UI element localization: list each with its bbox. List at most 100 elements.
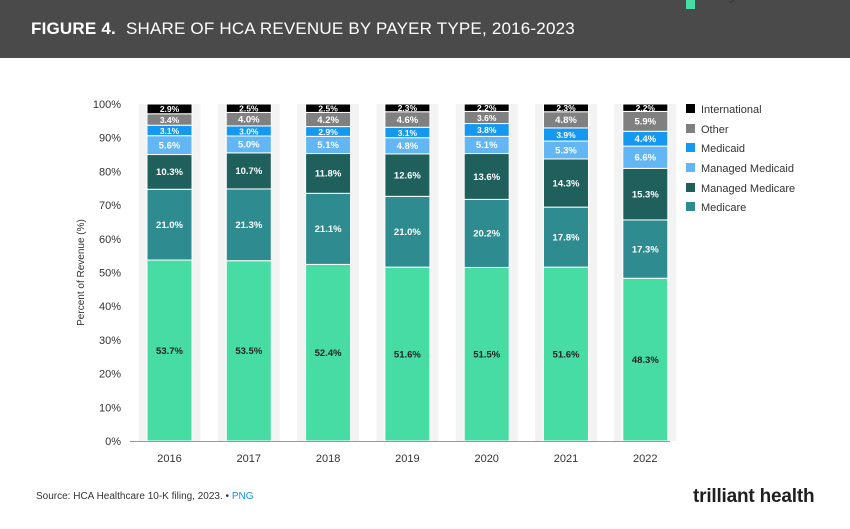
bar-segment (463, 153, 510, 200)
data-label: 52.4% (315, 348, 342, 359)
data-label: 13.6% (473, 172, 500, 183)
data-label: 2.5% (318, 104, 338, 114)
data-label: 4.6% (397, 115, 419, 126)
data-label: 21.3% (235, 220, 262, 231)
bar-segment (543, 103, 589, 113)
data-label: 2.2% (477, 103, 497, 113)
bar-segment (543, 206, 589, 268)
png-download-link[interactable]: PNG (231, 491, 254, 502)
data-label: 11.8% (315, 169, 342, 180)
figure-title: SHARE OF HCA REVENUE BY PAYER TYPE, 2016… (125, 19, 575, 38)
y-tick-label: 30% (99, 335, 121, 347)
data-label: 12.6% (394, 170, 421, 181)
bar-segment (384, 153, 431, 197)
data-label: 4.0% (238, 114, 260, 125)
x-tick-label: 2022 (633, 453, 657, 465)
data-label: 53.5% (235, 346, 262, 357)
bar-segment (305, 263, 352, 442)
x-tick-label: 2016 (157, 453, 181, 465)
bar-segment (622, 167, 669, 221)
y-tick-label: 60% (99, 234, 121, 246)
legend-label: Medicare (701, 202, 746, 214)
x-tick-label: 2017 (237, 453, 261, 465)
legend-label: Medicaid (701, 143, 745, 155)
brand-logo: trilliant health (693, 486, 815, 507)
bar-segment (622, 277, 669, 442)
x-tick-label: 2019 (395, 453, 419, 465)
source-note: Source: HCA Healthcare 10-K filing, 2023… (36, 491, 230, 502)
data-label: 5.9% (634, 117, 656, 128)
y-tick-label: 20% (99, 369, 121, 381)
legend-swatch (686, 0, 695, 9)
legend-swatch (686, 143, 695, 152)
data-label: 21.1% (315, 224, 342, 235)
x-tick-label: 2018 (316, 453, 340, 465)
title-bar: FIGURE 4. SHARE OF HCA REVENUE BY PAYER T… (0, 0, 850, 58)
data-label: 4.8% (555, 115, 577, 126)
data-label: 2.3% (398, 103, 418, 113)
y-tick-label: 50% (99, 268, 121, 280)
legend-label: Managed Medicare (701, 183, 795, 195)
data-label: 3.4% (160, 115, 180, 125)
bar-segment (384, 266, 431, 442)
x-tick-label: 2020 (474, 453, 498, 465)
legend-swatch (686, 163, 695, 172)
data-label: 21.0% (394, 227, 421, 238)
data-label: 5.0% (238, 140, 260, 151)
data-label: 51.6% (553, 349, 580, 360)
figure-label: FIGURE 4. (31, 19, 116, 38)
data-label: 2.9% (318, 127, 338, 137)
y-tick-label: 90% (99, 133, 121, 145)
data-label: 51.5% (473, 350, 500, 361)
data-label: 6.6% (634, 153, 656, 164)
data-label: 2.5% (239, 104, 259, 114)
data-label: 3.1% (398, 128, 418, 138)
bar-segment (463, 266, 510, 442)
bar-segment (225, 103, 272, 113)
data-label: 5.3% (555, 145, 577, 156)
data-label: 4.8% (397, 141, 419, 152)
data-label: 3.9% (556, 130, 576, 140)
legend-swatch (686, 202, 695, 211)
data-label: 3.0% (239, 126, 259, 136)
data-label: 48.3% (632, 355, 659, 366)
legend-label: other insurers (701, 0, 769, 3)
y-tick-label: 80% (99, 166, 121, 178)
footer: Source: HCA Healthcare 10-K filing, 2023… (36, 491, 254, 502)
data-label: 17.8% (553, 232, 580, 243)
legend-label: Managed care and (701, 0, 793, 3)
data-label: 10.7% (235, 166, 262, 177)
data-label: 2.2% (636, 103, 656, 113)
data-label: 3.6% (477, 113, 497, 123)
y-axis-label: Percent of Revenue (%) (76, 219, 87, 326)
data-label: 10.3% (156, 167, 183, 178)
legend-swatch (686, 183, 695, 192)
bar-segment (463, 103, 510, 112)
data-label: 21.0% (156, 220, 183, 231)
data-label: 14.3% (553, 178, 580, 189)
data-label: 53.7% (156, 346, 183, 357)
y-tick-label: 70% (99, 200, 121, 212)
bar-segment (225, 188, 272, 262)
legend-label: Managed Medicaid (701, 163, 794, 175)
data-label: 2.9% (160, 104, 180, 114)
data-label: 5.1% (317, 140, 339, 151)
bar-segment (543, 266, 589, 442)
data-label: 17.3% (632, 244, 659, 255)
bar-segment (622, 103, 669, 112)
data-label: 3.8% (477, 125, 497, 135)
bar-segment (384, 103, 431, 113)
x-tick-label: 2021 (554, 453, 578, 465)
y-tick-label: 40% (99, 301, 121, 313)
legend-label: Other (701, 124, 729, 136)
bar-segment (463, 198, 510, 268)
bar-segment (384, 195, 431, 268)
y-tick-label: 100% (93, 99, 121, 111)
data-label: 5.6% (159, 140, 181, 151)
data-label: 51.6% (394, 349, 421, 360)
bar-segment (305, 192, 352, 265)
y-tick-label: 0% (105, 436, 121, 448)
bar-segment (225, 260, 272, 442)
data-label: 20.2% (473, 229, 500, 240)
